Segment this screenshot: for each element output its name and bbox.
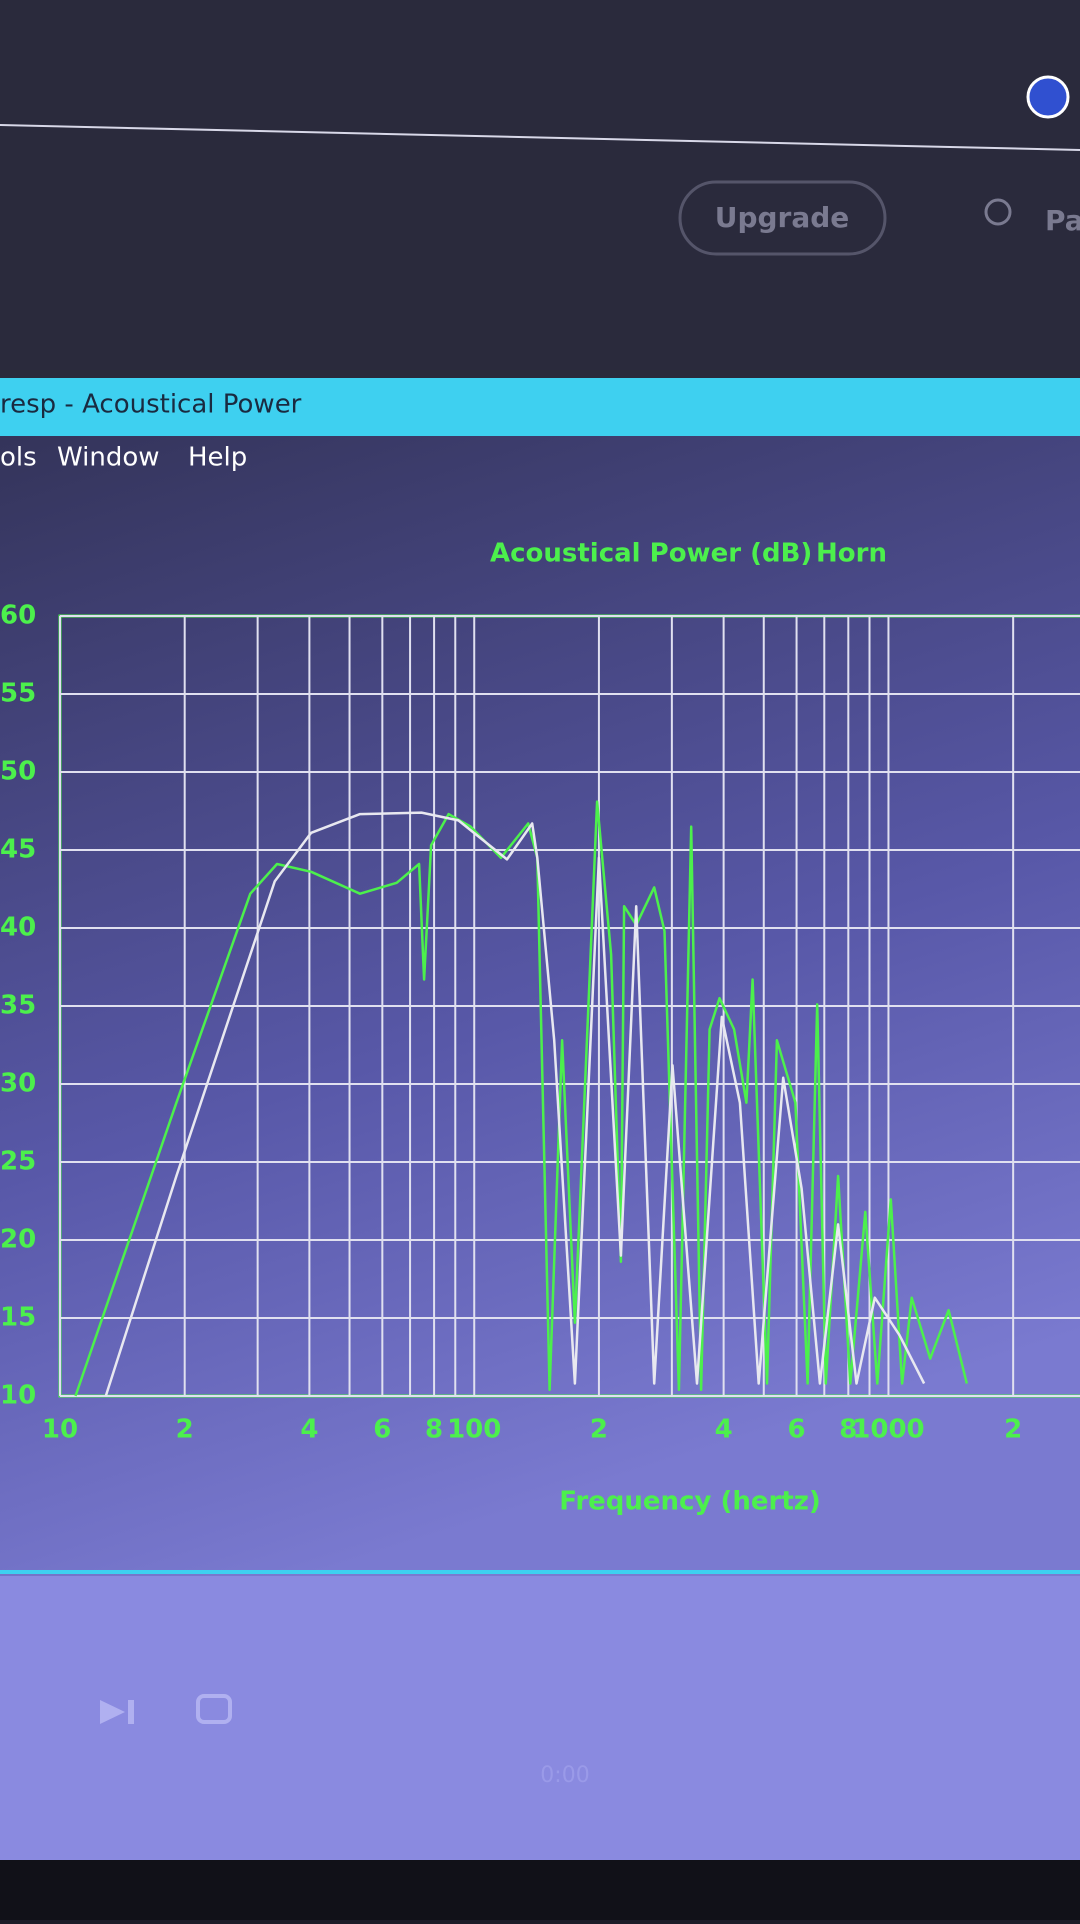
account-icon[interactable] <box>984 198 1012 226</box>
help-icon[interactable] <box>1026 75 1070 119</box>
y-tick-label: 40 <box>0 913 36 943</box>
x-tick-label: 100 <box>447 1415 501 1445</box>
y-tick-label: 30 <box>0 1069 36 1099</box>
account-label: Pa <box>1045 204 1080 237</box>
y-tick-label: 35 <box>0 991 36 1021</box>
x-tick-label: 6 <box>788 1415 806 1445</box>
x-tick-label: 2 <box>590 1415 608 1445</box>
x-tick-label: 8 <box>839 1415 857 1445</box>
window-title: resp - Acoustical Power <box>0 390 302 420</box>
x-tick-label: 8 <box>425 1415 443 1445</box>
y-tick-label: 60 <box>0 601 36 631</box>
x-tick-label: 6 <box>373 1415 391 1445</box>
x-tick-label: 4 <box>300 1415 318 1445</box>
y-tick-label: 25 <box>0 1147 36 1177</box>
bezel <box>0 1860 1080 1920</box>
x-tick-label: 2 <box>176 1415 194 1445</box>
y-tick-label: 10 <box>0 1381 36 1411</box>
y-tick-label: 20 <box>0 1225 36 1255</box>
media-bar <box>0 1576 1080 1866</box>
x-axis-label: Frequency (hertz) <box>559 1487 821 1517</box>
x-tick-label: 2 <box>1004 1415 1022 1445</box>
chart-title: Acoustical Power (dB) <box>490 539 812 569</box>
window-border <box>0 1570 1080 1574</box>
legend-label: Horn <box>816 539 887 569</box>
upgrade-label: Upgrade <box>715 201 850 234</box>
y-tick-label: 50 <box>0 757 36 787</box>
menu-item[interactable]: Help <box>188 443 247 473</box>
series-line <box>104 811 926 1397</box>
y-tick-label: 55 <box>0 679 36 709</box>
title-bar <box>0 378 1080 436</box>
menu-item[interactable]: ols <box>0 443 37 473</box>
time-label: 0:00 <box>540 1763 589 1788</box>
menu-item[interactable]: Window <box>57 443 160 473</box>
series-line <box>74 800 969 1397</box>
x-tick-label: 4 <box>715 1415 733 1445</box>
x-tick-label: 10 <box>42 1415 78 1445</box>
repeat-button[interactable] <box>196 1694 232 1724</box>
top-bar <box>0 0 1080 380</box>
upgrade-button[interactable] <box>678 180 887 256</box>
y-tick-label: 15 <box>0 1303 36 1333</box>
next-button[interactable] <box>100 1700 134 1724</box>
y-tick-label: 45 <box>0 835 36 865</box>
x-tick-label: 1000 <box>852 1415 924 1445</box>
divider <box>0 124 1080 151</box>
